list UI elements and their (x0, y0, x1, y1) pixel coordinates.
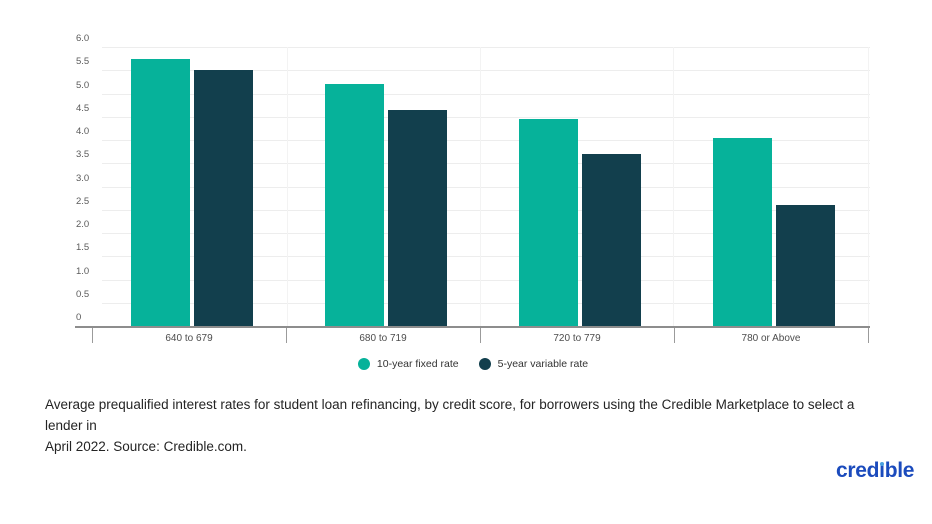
y-axis-tick-label: 2.0 (76, 219, 90, 230)
chart-caption: Average prequalified interest rates for … (45, 394, 895, 457)
y-axis-tick-label: 1.5 (76, 242, 90, 254)
caption-line-1: Average prequalified interest rates for … (45, 397, 855, 433)
legend-color-dot (357, 358, 370, 370)
gridline (102, 47, 870, 48)
bar-5-year-variable-rate-780-or-Above (776, 205, 835, 326)
y-axis-tick-label: 5.0 (76, 79, 90, 91)
y-axis-tick-label: 4.0 (76, 126, 90, 137)
gridline (102, 256, 870, 258)
logo-text-pre: cred (836, 459, 880, 482)
caption-line-2: April 2022. Source: Credible.com. (45, 439, 247, 454)
y-axis-tick-label: 0.5 (76, 288, 90, 300)
legend-item: 5-year variable rate (478, 358, 589, 370)
y-axis-tick-label: 6.0 (76, 33, 90, 44)
plot-vertical-divider (673, 47, 674, 326)
logo-i-dot (879, 461, 884, 466)
bar-10-year-fixed-rate-680-to-719 (325, 84, 384, 326)
y-axis-tick-label: 5.5 (76, 56, 90, 68)
bar-10-year-fixed-rate-640-to-679 (131, 59, 190, 326)
logo-i-stem: ı (879, 459, 885, 482)
chart-legend: 10-year fixed rate 5-year variable rate (76, 358, 870, 370)
gridline (102, 233, 870, 234)
gridline (102, 209, 870, 211)
gridline (102, 140, 870, 141)
legend-color-dot (478, 358, 491, 370)
y-axis-tick-label: 4.5 (76, 102, 90, 114)
x-axis-tick (92, 328, 93, 343)
x-axis-category-label: 680 to 719 (359, 333, 407, 344)
x-axis-tick (674, 328, 675, 343)
gridline (102, 302, 870, 304)
bar-10-year-fixed-rate-780-or-Above (713, 138, 772, 326)
y-axis-tick-label: 1.0 (76, 265, 90, 277)
x-axis-category-label: 720 to 779 (553, 333, 601, 344)
plot-vertical-divider (868, 47, 869, 326)
x-axis-tick (286, 328, 287, 343)
credible-logo: credı ble (836, 459, 914, 483)
logo-text-post: ble (884, 459, 915, 482)
gridline (102, 116, 870, 118)
gridline (102, 70, 870, 72)
x-axis-baseline (75, 326, 870, 328)
x-axis-tick (868, 328, 869, 343)
y-axis-tick-label: 3.5 (76, 149, 90, 161)
gridline (102, 163, 870, 165)
bar-chart-plot-area: 6.0 5.5 5.0 4.5 4.0 3.5 3.0 2.5 2.0 1.5 1.0 0.5 0 (76, 33, 870, 326)
gridline (102, 93, 870, 95)
legend-item: 10-year fixed rate (357, 358, 459, 370)
legend-label: 10-year fixed rate (376, 358, 459, 370)
bar-5-year-variable-rate-640-to-679 (194, 70, 253, 326)
x-axis-tick (480, 328, 481, 343)
bar-5-year-variable-rate-680-to-719 (388, 110, 447, 326)
x-axis: 640 to 679 680 to 719 720 to 779 780 or Abo… (75, 326, 870, 356)
plot-vertical-divider (480, 47, 481, 326)
y-axis-tick-label: 0 (76, 312, 82, 323)
gridline (102, 186, 870, 188)
y-axis-tick-label: 2.5 (76, 195, 90, 207)
bar-5-year-variable-rate-720-to-779 (582, 154, 641, 326)
bar-10-year-fixed-rate-720-to-779 (519, 119, 578, 326)
gridline (102, 279, 870, 281)
legend-label: 5-year variable rate (497, 358, 589, 370)
x-axis-category-label: 640 to 679 (165, 333, 213, 344)
y-axis-tick-label: 3.0 (76, 172, 90, 184)
x-axis-category-label: 780 or Above (741, 333, 801, 344)
plot-vertical-divider (287, 47, 288, 326)
logo-letter-i: ı (879, 459, 885, 483)
